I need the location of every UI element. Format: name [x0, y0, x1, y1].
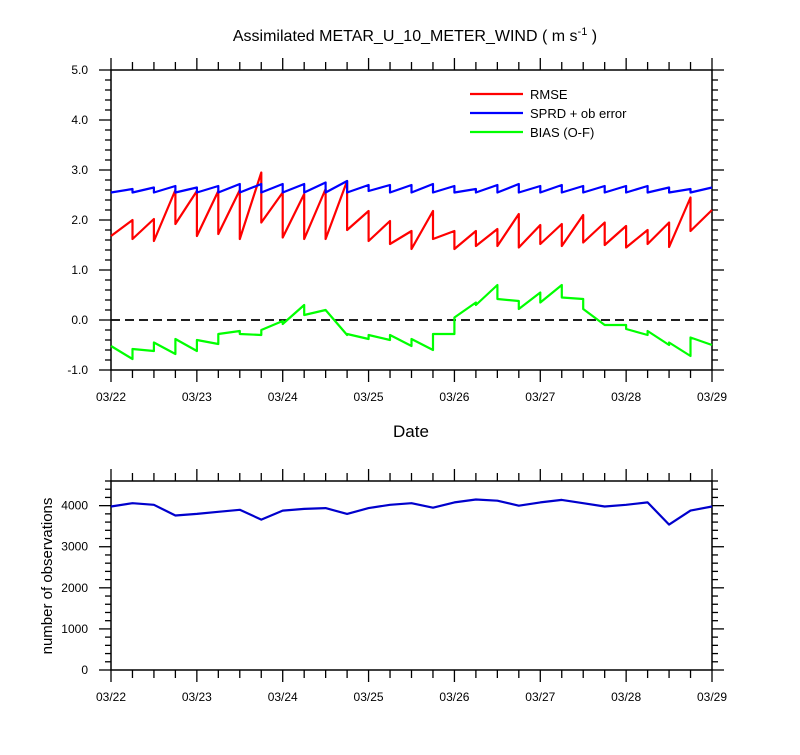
- x-tick-label: 03/22: [96, 690, 126, 704]
- x-tick-label: 03/29: [697, 690, 727, 704]
- legend-label: SPRD + ob error: [530, 106, 627, 121]
- series-line-observations: [110, 498, 713, 526]
- x-tick-label: 03/23: [182, 390, 212, 404]
- x-tick-label: 03/25: [354, 390, 384, 404]
- x-tick-label: 03/25: [354, 690, 384, 704]
- y-tick-label: -1.0: [67, 363, 88, 377]
- legend: RMSE SPRD + ob error BIAS (O-F): [470, 87, 627, 140]
- y-tick-label: 3.0: [71, 163, 88, 177]
- series-line-bias-o-f: [110, 283, 713, 361]
- y-tick-label: 0.0: [71, 313, 88, 327]
- x-tick-label: 03/27: [525, 690, 555, 704]
- x-tick-label: 03/26: [439, 690, 469, 704]
- x-tick-label: 03/24: [268, 690, 298, 704]
- top-series: [110, 171, 713, 361]
- x-tick-label: 03/29: [697, 390, 727, 404]
- y-tick-label: 5.0: [71, 63, 88, 77]
- y-tick-label: 4000: [61, 499, 88, 513]
- legend-label: BIAS (O-F): [530, 125, 594, 140]
- legend-label: RMSE: [530, 87, 568, 102]
- y-tick-label: 1000: [61, 622, 88, 636]
- x-tick-label: 03/23: [182, 690, 212, 704]
- bottom-x-tick-labels: 03/22 03/23 03/24 03/25 03/26 03/27 03/28 03/29: [96, 690, 727, 704]
- x-axis-label: Date: [393, 422, 429, 441]
- top-y-tick-labels: -1.0 0.0 1.0 2.0 3.0 4.0 5.0: [67, 63, 88, 377]
- x-tick-label: 03/27: [525, 390, 555, 404]
- y-tick-label: 1.0: [71, 263, 88, 277]
- series-line-sprd-ob-error: [110, 179, 713, 194]
- x-tick-label: 03/28: [611, 390, 641, 404]
- bottom-y-tick-labels: 0 1000 2000 3000 4000: [61, 499, 88, 677]
- y-tick-label: 2.0: [71, 213, 88, 227]
- chart-title: Assimilated METAR_U_10_METER_WIND ( m s-…: [233, 26, 597, 45]
- y-tick-label: 0: [81, 663, 88, 677]
- top-x-tick-labels: 03/22 03/23 03/24 03/25 03/26 03/27 03/28 03/29: [96, 390, 727, 404]
- bottom-axis-ticks: [99, 469, 724, 682]
- x-tick-label: 03/24: [268, 390, 298, 404]
- y-tick-label: 2000: [61, 581, 88, 595]
- x-tick-label: 03/28: [611, 690, 641, 704]
- y-tick-label: 4.0: [71, 113, 88, 127]
- top-axis-ticks: [99, 58, 724, 382]
- x-tick-label: 03/26: [439, 390, 469, 404]
- series-line-rmse: [110, 171, 713, 251]
- x-tick-label: 03/22: [96, 390, 126, 404]
- bottom-plot-frame: [110, 480, 713, 671]
- top-panel: -1.00.01.02.03.04.05.0 03/22 03/23 03/24 03…: [67, 58, 727, 404]
- bottom-series: [110, 498, 713, 526]
- y-axis-label-observations: number of observations: [39, 498, 56, 655]
- y-tick-label: 3000: [61, 540, 88, 554]
